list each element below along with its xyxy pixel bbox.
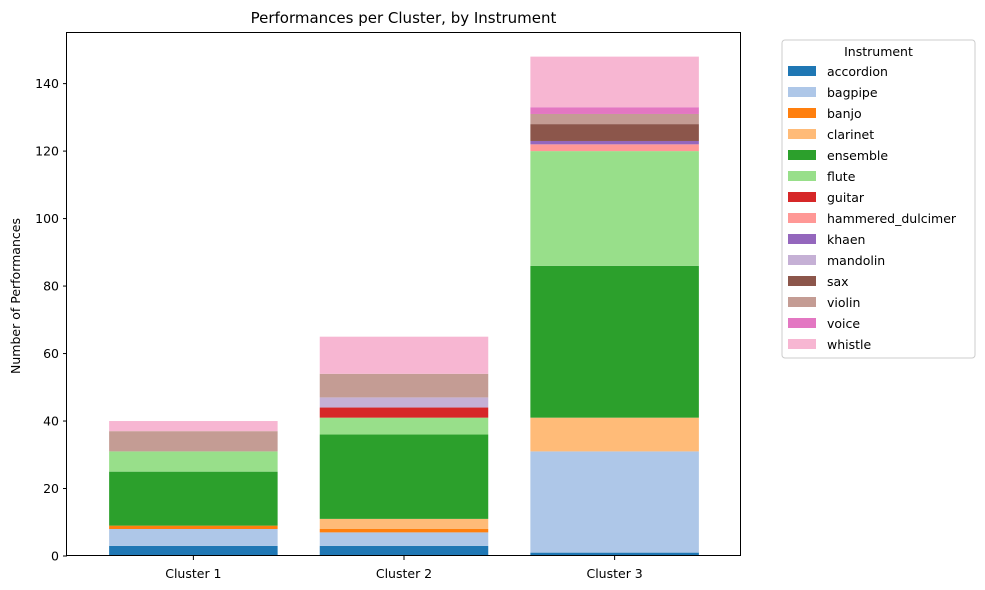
legend-label-violin: violin xyxy=(827,295,860,310)
bar-segment-voice-cluster-3 xyxy=(530,107,699,114)
bar-segment-mandolin-cluster-2 xyxy=(319,397,489,408)
legend-swatch-ensemble xyxy=(788,150,816,160)
legend: Instrument accordion bagpipe banjo clarinet… xyxy=(781,39,976,359)
legend-swatch-banjo xyxy=(788,108,816,118)
legend-label-clarinet: clarinet xyxy=(827,127,874,142)
legend-label-whistle: whistle xyxy=(827,337,872,352)
bar-segment-flute-cluster-2 xyxy=(319,417,489,435)
bar-segment-violin-cluster-3 xyxy=(530,113,699,125)
bar-segment-whistle-cluster-3 xyxy=(530,56,699,108)
bar-segment-accordion-cluster-1 xyxy=(109,545,278,556)
legend-items: accordion bagpipe banjo clarinet ensemble flu… xyxy=(788,64,957,352)
legend-swatch-khaen xyxy=(788,234,816,244)
y-tick-label: 40 xyxy=(43,414,59,429)
bar-segment-bagpipe-cluster-1 xyxy=(109,529,278,546)
legend-swatch-whistle xyxy=(788,339,816,349)
bar-segment-accordion-cluster-3 xyxy=(530,552,699,556)
y-axis-label: Number of Performances xyxy=(8,218,23,374)
legend-label-hammered-dulcimer: hammered_dulcimer xyxy=(827,211,957,226)
legend-label-ensemble: ensemble xyxy=(827,148,888,163)
legend-label-banjo: banjo xyxy=(827,106,862,121)
y-tick-label: 80 xyxy=(43,279,59,294)
legend-title: Instrument xyxy=(844,44,913,59)
bar-segment-bagpipe-cluster-3 xyxy=(530,451,699,553)
bar-segment-guitar-cluster-2 xyxy=(319,407,489,418)
bar-segment-clarinet-cluster-3 xyxy=(530,417,699,452)
legend-swatch-mandolin xyxy=(788,255,816,265)
legend-swatch-hammered-dulcimer xyxy=(788,213,816,223)
legend-swatch-violin xyxy=(788,297,816,307)
bar-segment-whistle-cluster-2 xyxy=(319,336,489,374)
x-tick-label: Cluster 1 xyxy=(165,566,221,581)
bars-layer xyxy=(109,56,699,556)
y-tick-label: 120 xyxy=(35,144,59,159)
legend-swatch-sax xyxy=(788,276,816,286)
plot-frame xyxy=(66,32,741,556)
legend-swatch-accordion xyxy=(788,66,816,76)
bar-segment-clarinet-cluster-2 xyxy=(319,518,489,530)
legend-label-accordion: accordion xyxy=(827,64,888,79)
x-tick-label: Cluster 2 xyxy=(376,566,432,581)
y-axis-ticks: 0 20 40 60 80 100 120 140 xyxy=(35,76,67,564)
bar-segment-flute-cluster-1 xyxy=(109,451,278,472)
y-tick-label: 0 xyxy=(51,549,59,564)
bar-segment-flute-cluster-3 xyxy=(530,151,699,266)
legend-label-sax: sax xyxy=(827,274,849,289)
bar-segment-ensemble-cluster-1 xyxy=(109,471,278,526)
x-tick-label: Cluster 3 xyxy=(586,566,642,581)
legend-swatch-flute xyxy=(788,171,816,181)
bar-segment-khaen-cluster-3 xyxy=(530,140,699,145)
chart-title: Performances per Cluster, by Instrument xyxy=(251,9,557,27)
bar-segment-ensemble-cluster-2 xyxy=(319,434,489,519)
bar-segment-accordion-cluster-2 xyxy=(319,545,489,556)
y-tick-label: 100 xyxy=(35,211,59,226)
legend-label-mandolin: mandolin xyxy=(827,253,885,268)
legend-frame xyxy=(781,39,976,359)
bar-segment-banjo-cluster-2 xyxy=(319,529,489,533)
legend-swatch-bagpipe xyxy=(788,87,816,97)
bar-segment-banjo-cluster-1 xyxy=(109,525,278,530)
legend-label-bagpipe: bagpipe xyxy=(827,85,878,100)
legend-swatch-guitar xyxy=(788,192,816,202)
bar-segment-ensemble-cluster-3 xyxy=(530,265,699,418)
legend-label-khaen: khaen xyxy=(827,232,865,247)
bar-segment-hammered-dulcimer-cluster-3 xyxy=(530,144,699,152)
x-axis-ticks: Cluster 1 Cluster 2 Cluster 3 xyxy=(165,556,643,581)
y-tick-label: 60 xyxy=(43,346,59,361)
legend-label-guitar: guitar xyxy=(827,190,865,205)
legend-label-flute: flute xyxy=(827,169,856,184)
bar-segment-sax-cluster-3 xyxy=(530,124,699,141)
legend-swatch-voice xyxy=(788,318,816,328)
bar-segment-violin-cluster-2 xyxy=(319,373,489,398)
y-tick-label: 20 xyxy=(43,481,59,496)
legend-swatch-clarinet xyxy=(788,129,816,139)
y-tick-label: 140 xyxy=(35,76,59,91)
legend-label-voice: voice xyxy=(827,316,860,331)
bar-segment-bagpipe-cluster-2 xyxy=(319,532,489,546)
bar-segment-violin-cluster-1 xyxy=(109,431,278,452)
bar-segment-whistle-cluster-1 xyxy=(109,421,278,432)
